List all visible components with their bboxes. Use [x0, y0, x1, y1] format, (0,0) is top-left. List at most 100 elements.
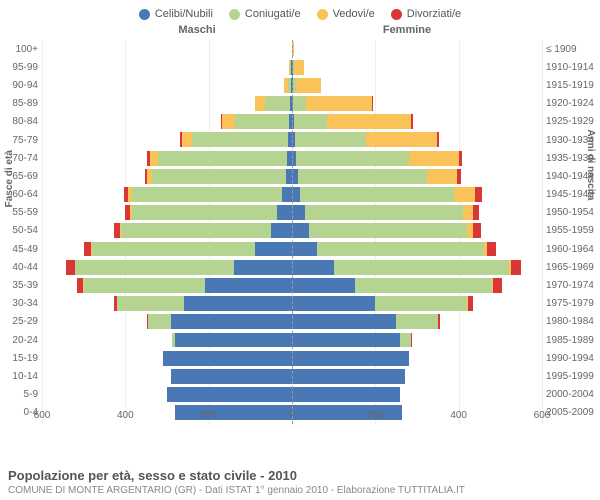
bar-male: [42, 276, 292, 294]
birth-label: 1910-1914: [542, 62, 600, 73]
bar-female: [292, 276, 542, 294]
bar-segment: [457, 169, 461, 184]
bar-segment: [294, 60, 304, 75]
birth-label: 2000-2004: [542, 389, 600, 400]
birth-label: 1925-1929: [542, 116, 600, 127]
bar-segment: [132, 205, 278, 220]
bar-segment: [463, 205, 473, 220]
bar-segment: [235, 114, 289, 129]
birth-label: 1945-1949: [542, 189, 600, 200]
bar-segment: [468, 296, 473, 311]
x-tick: 200: [200, 410, 217, 421]
age-row: 95-99 1910-1914: [0, 58, 600, 76]
bar-segment: [366, 132, 437, 147]
legend-swatch: [391, 9, 402, 20]
bar-female: [292, 258, 542, 276]
bar-segment: [66, 260, 74, 275]
legend-item: Celibi/Nubili: [139, 8, 213, 20]
age-label: 70-74: [0, 153, 42, 164]
age-row: 60-64 1945-1949: [0, 186, 600, 204]
bar-male: [42, 240, 292, 258]
bar-segment: [292, 296, 375, 311]
bar-segment: [372, 96, 373, 111]
bar-segment: [306, 96, 373, 111]
bar-male: [42, 258, 292, 276]
bar-female: [292, 204, 542, 222]
age-label: 65-69: [0, 171, 42, 182]
bar-segment: [182, 132, 192, 147]
bar-female: [292, 313, 542, 331]
x-tick: 600: [534, 410, 551, 421]
age-row: 85-891920-1924: [0, 95, 600, 113]
bar-female: [292, 113, 542, 131]
age-label: 45-49: [0, 244, 42, 255]
bar-segment: [305, 205, 463, 220]
birth-label: 1955-1959: [542, 225, 600, 236]
birth-label: 1990-1994: [542, 353, 600, 364]
bar-segment: [317, 242, 484, 257]
age-row: 10-141995-1999: [0, 367, 600, 385]
bar-segment: [400, 333, 410, 348]
bar-segment: [459, 151, 462, 166]
bar-segment: [255, 96, 265, 111]
bar-female: [292, 295, 542, 313]
bar-male: [42, 58, 292, 76]
bar-segment: [271, 223, 292, 238]
bar-segment: [355, 278, 493, 293]
age-label: 5-9: [0, 389, 42, 400]
bar-male: [42, 331, 292, 349]
bar-segment: [327, 114, 410, 129]
x-tick: 400: [450, 410, 467, 421]
bar-female: [292, 349, 542, 367]
bar-segment: [158, 151, 287, 166]
bar-segment: [84, 242, 92, 257]
bar-female: [292, 386, 542, 404]
bar-segment: [282, 187, 292, 202]
chart-area: Fasce di età Anni di nascita 100+≤ 19099…: [0, 36, 600, 436]
bar-segment: [475, 187, 481, 202]
bar-segment: [117, 296, 184, 311]
bar-segment: [473, 205, 479, 220]
bar-segment: [234, 260, 292, 275]
age-label: 60-64: [0, 189, 42, 200]
bar-segment: [292, 205, 305, 220]
age-row: 100+ ≤ 1909: [0, 40, 600, 58]
bar-female: [292, 40, 542, 58]
bar-male: [42, 367, 292, 385]
age-label: 20-24: [0, 335, 42, 346]
bar-female: [292, 167, 542, 185]
birth-label: 1960-1964: [542, 244, 600, 255]
birth-label: 2005-2009: [542, 407, 600, 418]
age-label: 15-19: [0, 353, 42, 364]
age-label: 40-44: [0, 262, 42, 273]
birth-label: ≤ 1909: [542, 44, 600, 55]
age-row: 90-941915-1919: [0, 76, 600, 94]
center-line: [292, 40, 293, 424]
bar-female: [292, 76, 542, 94]
bar-segment: [454, 187, 475, 202]
legend-label: Coniugati/e: [245, 8, 301, 20]
bar-segment: [375, 296, 467, 311]
bar-segment: [300, 187, 454, 202]
x-tick: 200: [367, 410, 384, 421]
bar-male: [42, 113, 292, 131]
bar-segment: [92, 242, 255, 257]
age-label: 95-99: [0, 62, 42, 73]
legend-item: Vedovi/e: [317, 8, 375, 20]
bar-segment: [132, 187, 282, 202]
age-label: 100+: [0, 44, 42, 55]
age-label: 25-29: [0, 316, 42, 327]
bar-male: [42, 204, 292, 222]
bar-female: [292, 367, 542, 385]
birth-label: 1995-1999: [542, 371, 600, 382]
legend-label: Vedovi/e: [333, 8, 375, 20]
bar-segment: [150, 151, 158, 166]
bar-segment: [171, 314, 292, 329]
header-labels: Maschi Femmine: [0, 24, 600, 36]
bar-male: [42, 40, 292, 58]
age-row: 55-591950-1954: [0, 204, 600, 222]
bar-female: [292, 222, 542, 240]
bar-segment: [75, 260, 233, 275]
bar-segment: [152, 169, 285, 184]
birth-label: 1950-1954: [542, 207, 600, 218]
